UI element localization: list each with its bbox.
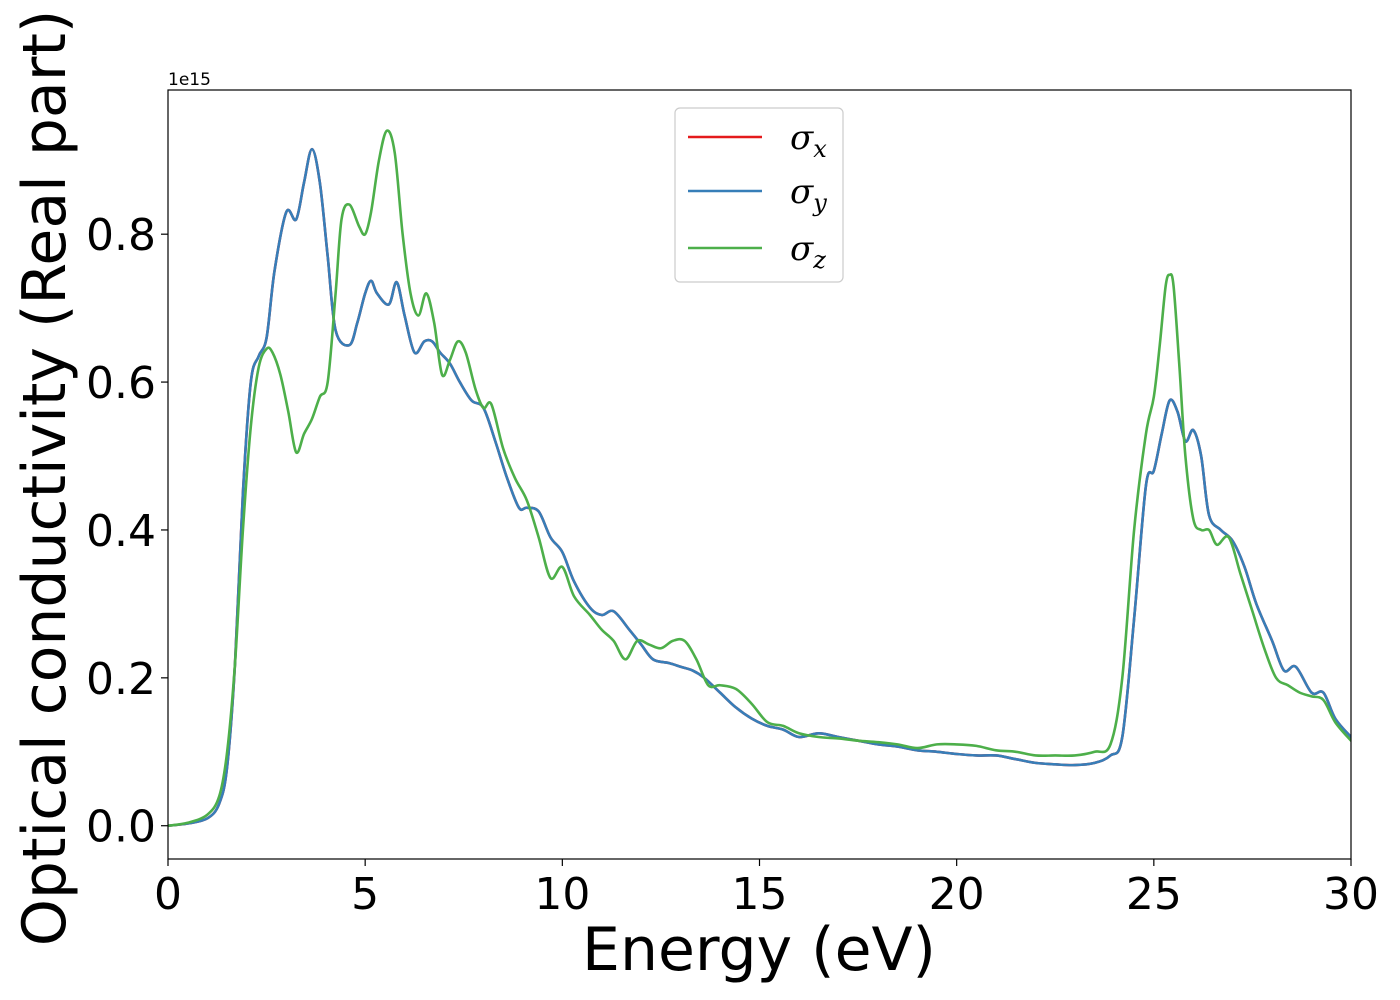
series-line-y: [168, 147, 1351, 828]
x-axis-label: Energy (eV): [582, 915, 936, 985]
y-tick-label: 0.8: [86, 210, 156, 261]
x-tick-label: 0: [154, 869, 182, 920]
legend-entries: σx σy σz: [688, 118, 827, 274]
y-axis-label: Optical conductivity (Real part): [10, 10, 80, 947]
legend: σx σy σz: [674, 107, 844, 283]
series-line-z: [168, 129, 1351, 828]
y-tick-label: 0.2: [86, 654, 156, 705]
x-axis-ticks: 0 5 10 15 20 25 30: [154, 859, 1379, 920]
y-tick-label: 0.6: [86, 358, 156, 409]
legend-label-z: σz: [790, 229, 826, 274]
x-tick-label: 15: [732, 869, 788, 920]
x-tick-label: 20: [929, 869, 985, 920]
x-tick-label: 25: [1126, 869, 1182, 920]
x-tick-label: 10: [534, 869, 590, 920]
y-offset-label: 1e15: [168, 70, 211, 90]
x-tick-label: 5: [351, 869, 379, 920]
legend-label-x: σx: [790, 118, 827, 163]
series-layer: [168, 129, 1351, 828]
legend-label-y: σy: [790, 172, 827, 217]
legend-box: [674, 107, 844, 283]
x-tick-label: 30: [1323, 869, 1379, 920]
y-axis-ticks: 0.0 0.2 0.4 0.6 0.8: [86, 210, 168, 853]
y-tick-label: 0.0: [86, 802, 156, 853]
y-tick-label: 0.4: [86, 506, 156, 557]
